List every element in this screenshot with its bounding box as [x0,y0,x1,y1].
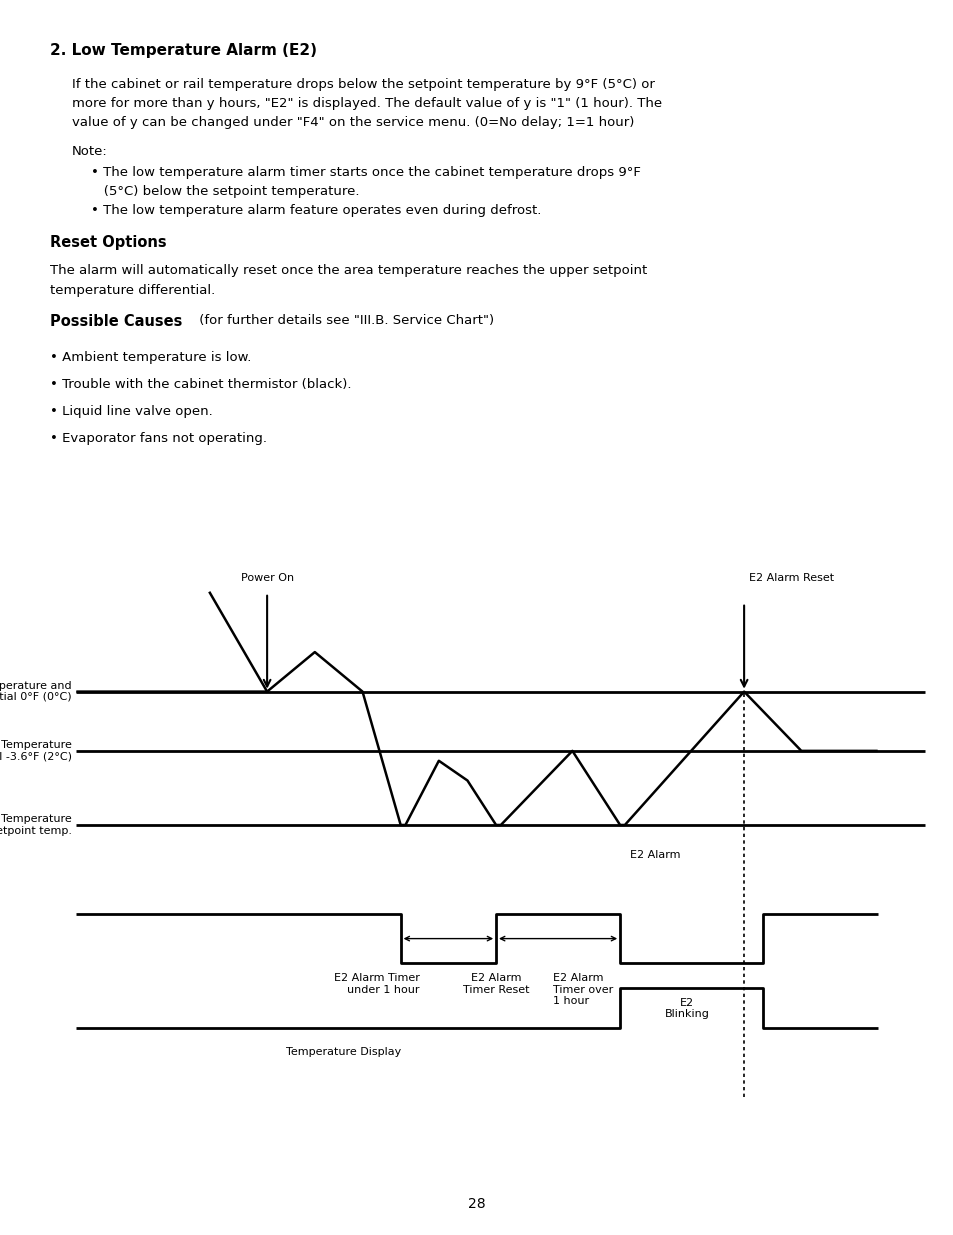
Text: • Liquid line valve open.: • Liquid line valve open. [50,405,213,417]
Text: value of y can be changed under "F4" on the service menu. (0=No delay; 1=1 hour): value of y can be changed under "F4" on … [71,116,633,130]
Text: • The low temperature alarm feature operates even during defrost.: • The low temperature alarm feature oper… [91,204,540,217]
Text: E2
Blinking: E2 Blinking [663,998,709,1019]
Text: E2 Alarm Reset: E2 Alarm Reset [748,573,834,583]
Text: • Trouble with the cabinet thermistor (black).: • Trouble with the cabinet thermistor (b… [50,378,351,391]
Text: Reset Options: Reset Options [50,235,166,249]
Text: Possible Causes: Possible Causes [50,314,182,330]
Text: 2. Low Temperature Alarm (E2): 2. Low Temperature Alarm (E2) [50,43,316,58]
Text: Power On: Power On [240,573,294,583]
Text: • Ambient temperature is low.: • Ambient temperature is low. [50,351,251,364]
Text: • Evaporator fans not operating.: • Evaporator fans not operating. [50,432,266,445]
Text: E2 Alarm
Timer Reset: E2 Alarm Timer Reset [462,973,529,994]
Text: E2 Alarm: E2 Alarm [629,850,679,860]
Text: Temperature Display: Temperature Display [286,1047,400,1057]
Text: Setpoint Temperature and
Upper Setpoint Differential 0°F (0°C): Setpoint Temperature and Upper Setpoint … [0,680,71,703]
Text: The alarm will automatically reset once the area temperature reaches the upper s: The alarm will automatically reset once … [50,264,646,278]
Text: (for further details see "III.B. Service Chart"): (for further details see "III.B. Service… [194,314,494,327]
Text: E2 Alarm Temperature
9°F (5°C) below setpoint temp.: E2 Alarm Temperature 9°F (5°C) below set… [0,814,71,836]
Text: Note:: Note: [71,144,107,158]
Text: E2 Alarm Timer
under 1 hour: E2 Alarm Timer under 1 hour [334,973,419,994]
Text: If the cabinet or rail temperature drops below the setpoint temperature by 9°F (: If the cabinet or rail temperature drops… [71,78,654,91]
Text: • The low temperature alarm timer starts once the cabinet temperature drops 9°F: • The low temperature alarm timer starts… [91,165,639,179]
Text: temperature differential.: temperature differential. [50,284,214,296]
Text: E2 Alarm
Timer over
1 hour: E2 Alarm Timer over 1 hour [553,973,613,1007]
Text: (5°C) below the setpoint temperature.: (5°C) below the setpoint temperature. [91,185,358,198]
Text: Lower Setpoint Temperature
Differential -3.6°F (2°C): Lower Setpoint Temperature Differential … [0,740,71,762]
Text: more for more than y hours, "E2" is displayed. The default value of y is "1" (1 : more for more than y hours, "E2" is disp… [71,98,661,110]
Text: 28: 28 [468,1197,485,1212]
